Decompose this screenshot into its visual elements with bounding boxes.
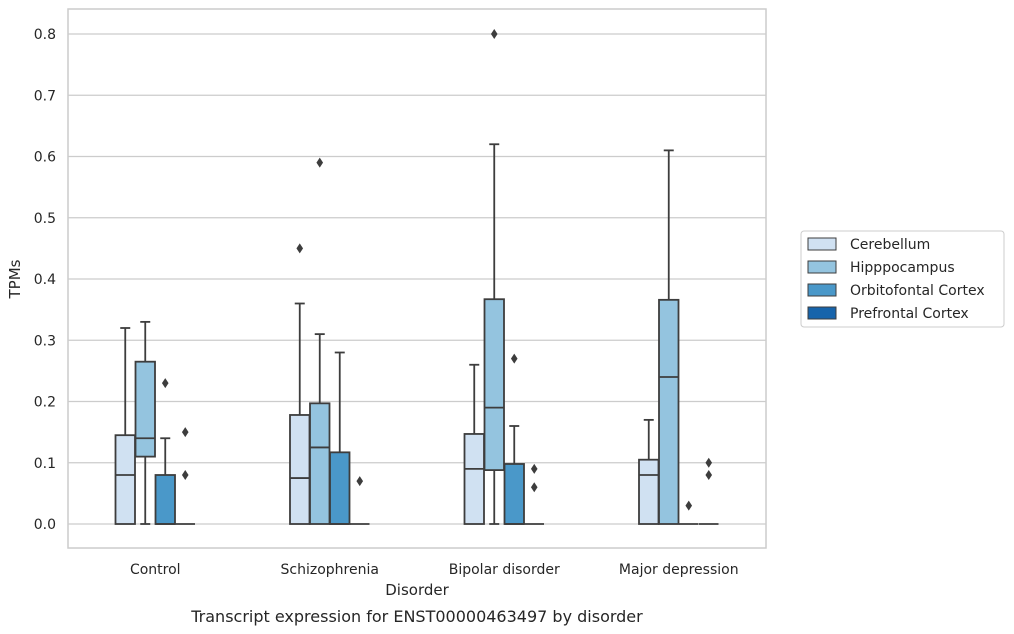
- box-prefrontal-cortex: [175, 427, 195, 525]
- x-tick-labels: Control Schizophrenia Bipolar disorder Majo…: [130, 562, 739, 578]
- legend-frame: [800, 230, 1005, 328]
- iqr-box: [289, 414, 311, 525]
- legend-swatch: [807, 306, 837, 320]
- box-prefrontal-cortex: [699, 457, 719, 525]
- chart-caption: Transcript expression for ENST0000046349…: [190, 607, 643, 626]
- y-tick-labels: 0.0 0.1 0.2 0.3 0.4 0.5 0.6 0.7 0.8: [34, 27, 56, 533]
- y-tick-label: 0.7: [34, 88, 56, 104]
- iqr-box: [134, 360, 156, 458]
- legend-swatch: [807, 260, 837, 274]
- iqr-box: [114, 434, 136, 525]
- box-hipppocampus: [658, 149, 680, 525]
- iqr-box: [463, 433, 485, 525]
- legend-swatch: [807, 283, 837, 297]
- box-prefrontal-cortex: [350, 476, 370, 525]
- outlier-point: [181, 427, 189, 438]
- outlier-point: [490, 29, 498, 39]
- plot-frame: [67, 8, 767, 549]
- iqr-box: [638, 458, 660, 525]
- y-tick-label: 0.2: [34, 395, 56, 411]
- legend-swatch: [807, 237, 837, 251]
- x-tick-label: Bipolar disorder: [449, 562, 560, 578]
- box-orbitofontal-cortex: [679, 500, 699, 525]
- iqr-box: [503, 463, 525, 525]
- box-hipppocampus: [134, 320, 156, 525]
- outlier-point: [161, 378, 169, 389]
- box-cerebellum: [114, 327, 136, 525]
- x-tick-label: Control: [130, 562, 181, 578]
- outlier-point: [296, 243, 304, 254]
- box-hipppocampus: [309, 157, 331, 525]
- box-orbitofontal-cortex: [329, 351, 351, 525]
- outlier-point: [685, 500, 693, 511]
- outlier-point: [530, 463, 538, 474]
- outlier-point: [356, 476, 364, 487]
- boxes: [114, 29, 719, 525]
- y-tick-label: 0.3: [34, 333, 56, 349]
- y-tick-label: 0.6: [34, 150, 56, 166]
- box-cerebellum: [638, 418, 660, 525]
- y-tick-label: 0.8: [34, 27, 56, 43]
- box-prefrontal-cortex: [524, 463, 544, 525]
- outlier-point: [181, 470, 189, 480]
- gridlines: [68, 33, 766, 525]
- iqr-box: [658, 298, 680, 525]
- iqr-box: [309, 402, 331, 525]
- y-tick-label: 0.5: [34, 211, 56, 227]
- y-axis-label: TPMs: [6, 259, 24, 299]
- y-tick-label: 0.1: [34, 456, 56, 472]
- outlier-point: [530, 482, 538, 493]
- box-hipppocampus: [483, 29, 505, 525]
- x-axis-label: Disorder: [385, 581, 449, 599]
- outlier-point: [510, 353, 518, 364]
- box-cerebellum: [463, 363, 485, 525]
- y-tick-label: 0.4: [34, 272, 56, 288]
- legend-label: Orbitofontal Cortex: [850, 283, 985, 299]
- box-cerebellum: [289, 243, 311, 525]
- legend: Cerebellum Hipppocampus Orbitofontal Corte…: [800, 230, 1005, 328]
- outlier-point: [316, 157, 324, 168]
- legend-label: Hipppocampus: [850, 260, 955, 276]
- outlier-point: [705, 470, 713, 480]
- y-tick-label: 0.0: [34, 517, 56, 533]
- box-orbitofontal-cortex: [503, 353, 525, 525]
- x-tick-label: Major depression: [619, 562, 739, 578]
- legend-label: Prefrontal Cortex: [850, 306, 969, 322]
- iqr-box: [154, 474, 176, 525]
- x-tick-label: Schizophrenia: [281, 562, 379, 578]
- outlier-point: [705, 457, 713, 468]
- iqr-box: [483, 298, 505, 471]
- iqr-box: [329, 451, 351, 525]
- legend-label: Cerebellum: [850, 237, 930, 253]
- box-orbitofontal-cortex: [154, 378, 176, 525]
